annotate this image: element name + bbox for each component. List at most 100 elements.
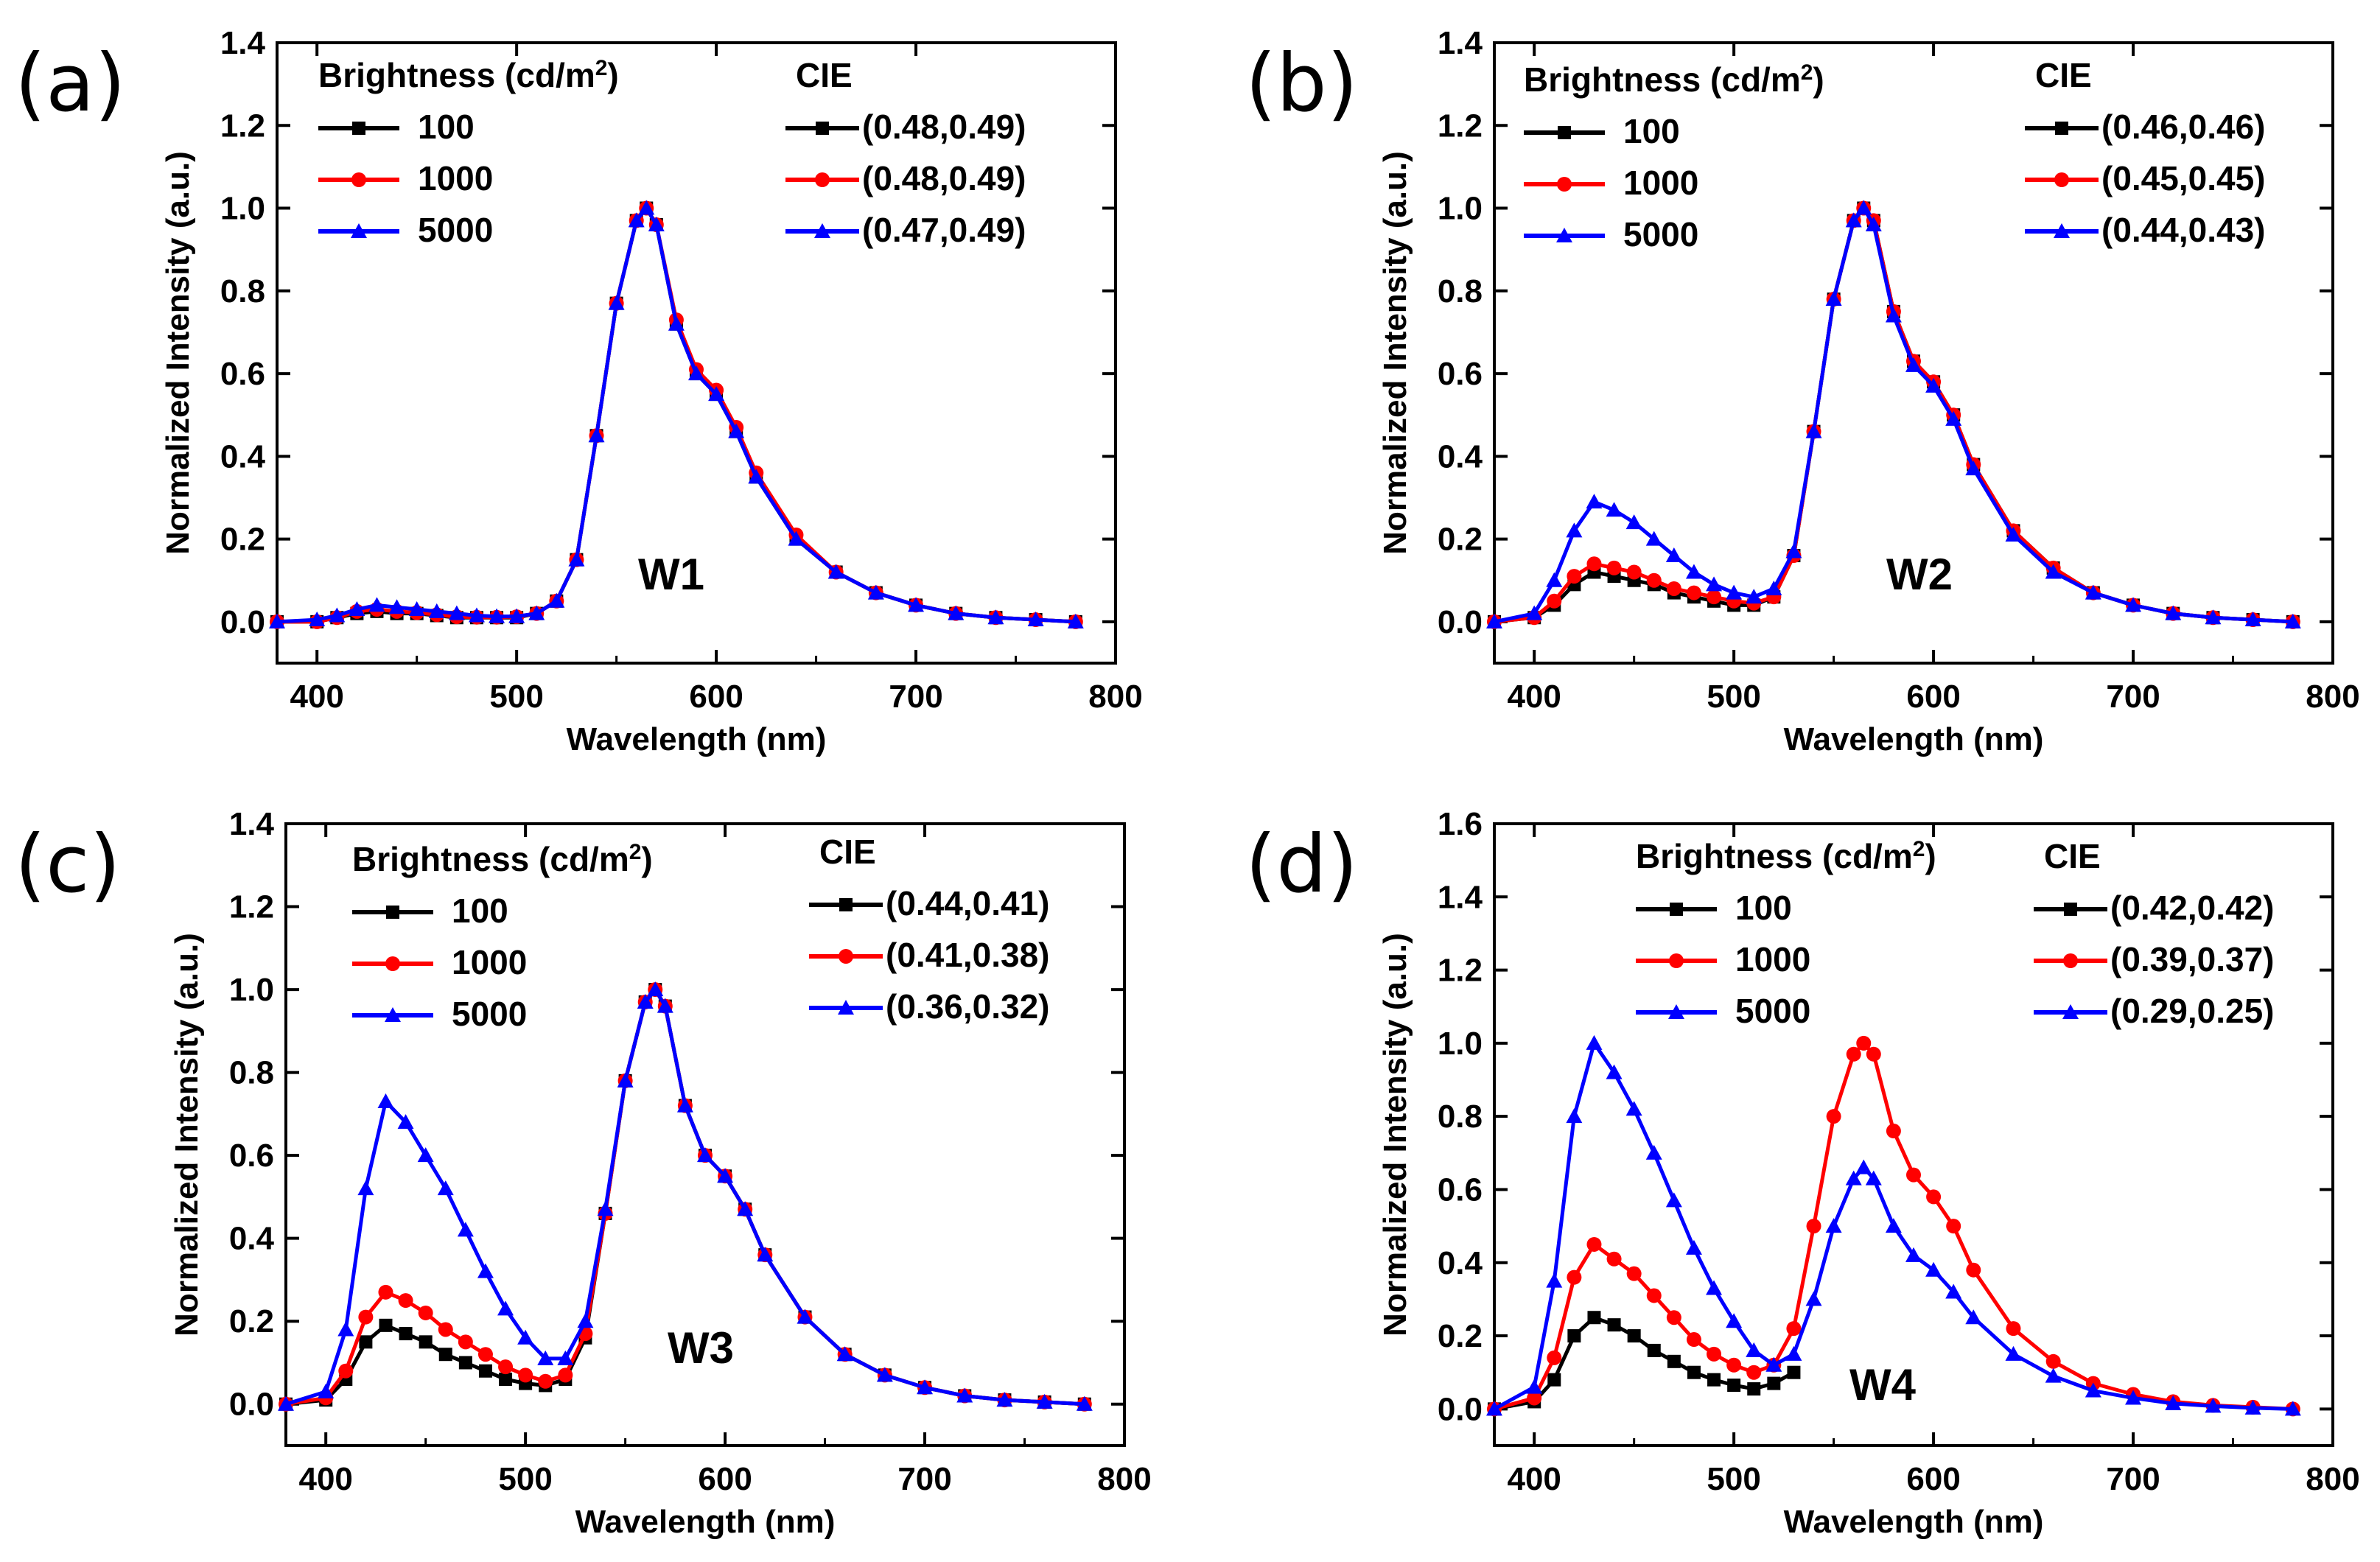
data-point-5000 — [788, 530, 805, 546]
data-point-5000 — [617, 1072, 634, 1088]
y-tick-label: 1.0 — [229, 972, 274, 1008]
cie-entry-label: (0.36,0.32) — [886, 987, 1049, 1026]
data-point-5000 — [708, 386, 725, 402]
data-point-1000 — [1666, 581, 1681, 596]
y-tick-label: 0.8 — [1438, 1099, 1483, 1135]
legend-swatch-marker — [351, 223, 367, 238]
data-point-100 — [1607, 1318, 1621, 1332]
sample-label: W4 — [1849, 1360, 1917, 1409]
legend-entry-label: 1000 — [1623, 164, 1698, 202]
data-point-1000 — [1786, 1321, 1802, 1337]
data-point-1000 — [1547, 593, 1562, 609]
data-point-5000 — [628, 212, 645, 228]
y-tick-label: 0.0 — [1438, 604, 1483, 640]
y-tick-label: 0.0 — [229, 1387, 274, 1423]
y-tick-label: 1.0 — [220, 191, 265, 227]
data-point-1000 — [1606, 1251, 1622, 1267]
data-point-5000 — [1486, 613, 1502, 628]
data-point-5000 — [2125, 1390, 2142, 1405]
legend-brightness-header: Brightness (cd/m2) — [318, 56, 619, 95]
data-point-5000 — [1905, 1247, 1922, 1262]
data-point-100 — [419, 1335, 433, 1349]
data-point-1000 — [1707, 1346, 1722, 1362]
y-tick-label: 0.2 — [1438, 1318, 1483, 1354]
y-tick-label: 0.0 — [220, 604, 265, 640]
data-point-5000 — [1036, 1393, 1053, 1409]
cie-swatch-marker — [2062, 1004, 2079, 1019]
data-point-1000 — [2006, 1321, 2021, 1337]
data-point-5000 — [428, 603, 445, 618]
data-point-5000 — [648, 216, 665, 231]
y-tick-label: 0.8 — [229, 1055, 274, 1091]
data-point-5000 — [1865, 216, 1882, 231]
data-point-100 — [1647, 1343, 1661, 1357]
data-point-5000 — [357, 1180, 374, 1196]
legend-brightness-header: Brightness (cd/m2) — [1636, 837, 1936, 876]
data-point-5000 — [668, 315, 685, 331]
x-tick-label: 800 — [1097, 1461, 1151, 1497]
data-point-100 — [1547, 1373, 1561, 1387]
data-point-5000 — [1726, 584, 1743, 600]
data-point-5000 — [1746, 589, 1763, 604]
x-tick-label: 600 — [689, 679, 743, 715]
data-point-5000 — [1566, 1108, 1583, 1124]
y-tick-label: 0.4 — [1438, 1245, 1483, 1281]
data-point-5000 — [987, 609, 1004, 625]
data-point-5000 — [1805, 1291, 1822, 1306]
legend-swatch-marker — [1669, 953, 1684, 968]
y-tick-label: 0.6 — [229, 1138, 274, 1174]
data-point-1000 — [338, 1363, 354, 1379]
plot-frame — [1493, 41, 2334, 665]
data-point-5000 — [1785, 543, 1802, 558]
legend-entry-label: 5000 — [418, 211, 493, 249]
data-point-5000 — [349, 601, 365, 617]
cie-entry-label: (0.44,0.41) — [886, 884, 1049, 922]
y-tick-label: 0.6 — [1438, 356, 1483, 392]
x-tick-label: 400 — [1507, 679, 1561, 715]
cie-entry-label: (0.39,0.37) — [2110, 940, 2274, 978]
data-point-1000 — [1646, 1288, 1662, 1303]
data-point-5000 — [568, 551, 585, 567]
y-tick-label: 1.2 — [229, 889, 274, 925]
data-point-5000 — [1726, 1313, 1743, 1328]
data-point-5000 — [867, 584, 884, 600]
data-point-1000 — [1846, 1046, 1861, 1062]
data-point-1000 — [1646, 572, 1662, 588]
x-tick-label: 500 — [1707, 1461, 1760, 1497]
legend-swatch-marker — [385, 956, 400, 971]
panel-letter: (a) — [15, 38, 125, 130]
data-point-5000 — [1885, 1218, 1902, 1233]
y-tick-label: 1.0 — [1438, 1026, 1483, 1062]
data-point-1000 — [438, 1322, 453, 1337]
data-point-5000 — [1825, 1218, 1842, 1233]
data-point-5000 — [2244, 612, 2261, 627]
x-tick-label: 500 — [498, 1461, 552, 1497]
x-axis-title: Wavelength (nm) — [575, 1504, 836, 1540]
data-point-5000 — [1546, 572, 1563, 587]
data-point-5000 — [1546, 1272, 1563, 1288]
data-point-100 — [1567, 1329, 1581, 1343]
legend-entry-label: 100 — [452, 892, 508, 930]
data-point-5000 — [1746, 1342, 1763, 1357]
data-point-1000 — [1707, 589, 1722, 605]
cie-entry-label: (0.48,0.49) — [862, 159, 1026, 197]
data-point-5000 — [1645, 1144, 1662, 1160]
y-axis-title: Normalized Intensity (a.u.) — [1377, 151, 1413, 555]
data-point-1000 — [418, 1305, 433, 1320]
legend-swatch-marker — [352, 122, 365, 135]
panel-a: (a) 400 500 600 700 800 0.0 0.2 0.4 0.6 0.8 1.0 1.2 1… — [15, 25, 1143, 757]
data-point-5000 — [548, 592, 565, 608]
data-point-1000 — [518, 1367, 533, 1383]
data-point-5000 — [557, 1350, 574, 1365]
cie-swatch-marker — [839, 898, 853, 911]
cie-entry-label: (0.45,0.45) — [2101, 159, 2265, 197]
data-point-5000 — [517, 1329, 534, 1345]
data-point-1000 — [458, 1334, 473, 1350]
legend-entry-label: 1000 — [418, 159, 493, 197]
data-point-5000 — [329, 607, 346, 623]
data-point-100 — [1767, 1376, 1781, 1390]
data-point-5000 — [1765, 1356, 1782, 1372]
data-point-5000 — [1606, 502, 1623, 517]
data-point-5000 — [688, 365, 704, 381]
x-tick-label: 700 — [2106, 1461, 2160, 1497]
